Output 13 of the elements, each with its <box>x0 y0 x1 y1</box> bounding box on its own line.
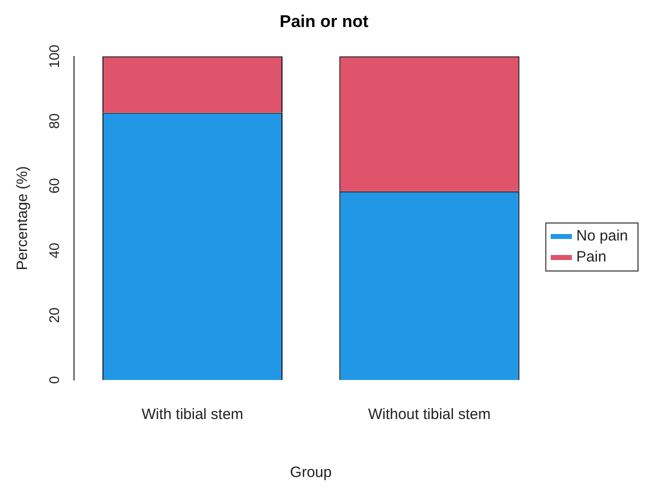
legend-label: Pain <box>576 248 606 266</box>
y-tick-label: 80 <box>46 113 62 129</box>
y-tick-label: 60 <box>46 178 62 194</box>
chart-title: Pain or not <box>280 12 369 31</box>
x-tick-label: With tibial stem <box>142 406 244 424</box>
y-tick-label: 20 <box>46 307 62 324</box>
legend-label: No pain <box>576 228 628 245</box>
x-axis-title: Group <box>290 464 332 482</box>
y-tick-label: 100 <box>46 44 62 68</box>
y-tick-label: 40 <box>46 242 62 258</box>
x-tick-label: Without tibial stem <box>368 406 491 424</box>
y-tick-label: 0 <box>46 376 62 384</box>
y-axis-title: Percentage (%) <box>14 166 32 270</box>
